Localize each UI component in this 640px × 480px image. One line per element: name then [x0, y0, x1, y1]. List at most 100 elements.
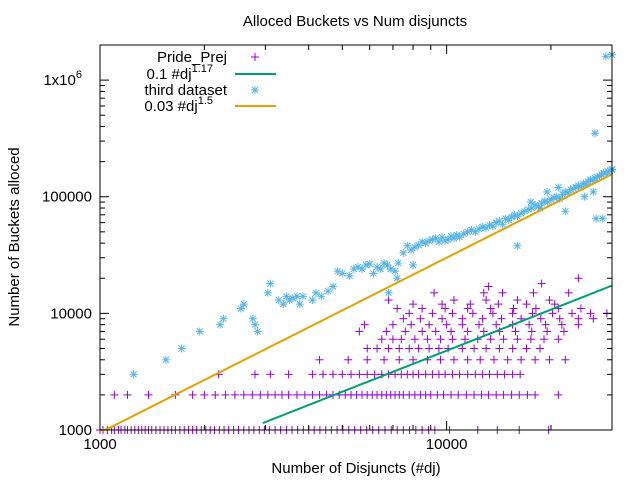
- data-point: [328, 370, 337, 379]
- data-point: [455, 370, 464, 379]
- data-point: [545, 296, 554, 305]
- data-point: [338, 370, 347, 379]
- data-point: [492, 390, 501, 399]
- y-axis-label: Number of Buckets alloced: [6, 147, 23, 326]
- data-point: [248, 314, 257, 323]
- data-point: [399, 314, 408, 323]
- data-point: [441, 304, 450, 313]
- data-point: [416, 314, 425, 323]
- data-point: [580, 192, 589, 201]
- data-point: [586, 309, 595, 318]
- data-point: [161, 355, 170, 364]
- data-point: [308, 296, 317, 305]
- data-point: [271, 390, 280, 399]
- data-point: [490, 355, 499, 364]
- data-point: [498, 220, 507, 229]
- data-point: [448, 370, 457, 379]
- x-tick-label: 1000: [83, 436, 116, 453]
- data-point: [455, 233, 464, 242]
- data-point: [468, 309, 477, 318]
- data-point: [425, 320, 434, 329]
- y-tick-label: 100000: [42, 189, 92, 206]
- data-point: [338, 269, 347, 278]
- data-point: [284, 370, 293, 379]
- data-point: [308, 390, 317, 399]
- series-pride-prej: [96, 274, 611, 434]
- series-0-1-dj: [262, 284, 613, 424]
- data-point: [188, 390, 197, 399]
- data-point: [394, 259, 403, 268]
- data-point: [550, 300, 559, 309]
- data-point: [522, 344, 531, 353]
- plot-border: [99, 44, 613, 431]
- legend-label-exponent: 1.17: [192, 63, 213, 75]
- data-point: [554, 335, 563, 344]
- data-point: [477, 390, 486, 399]
- legend-label: 0.1 #dj1.17: [147, 63, 213, 83]
- data-point: [129, 370, 138, 379]
- data-point: [211, 390, 220, 399]
- data-point: [449, 355, 458, 364]
- data-point: [401, 327, 410, 336]
- data-point: [488, 309, 497, 318]
- data-point: [447, 327, 456, 336]
- data-point: [441, 370, 450, 379]
- data-point: [508, 370, 517, 379]
- data-point: [470, 344, 479, 353]
- data-point: [239, 300, 248, 309]
- data-point: [144, 390, 153, 399]
- data-point: [531, 355, 540, 364]
- data-point: [498, 288, 507, 297]
- data-point: [463, 355, 472, 364]
- data-point: [466, 300, 475, 309]
- data-point: [598, 214, 607, 223]
- data-point: [493, 370, 502, 379]
- data-point: [508, 309, 517, 318]
- y-tick-label: 10000: [50, 305, 92, 322]
- data-point: [470, 390, 479, 399]
- data-point: [500, 370, 509, 379]
- data-point: [589, 187, 598, 196]
- data-point: [513, 241, 522, 250]
- data-point: [395, 344, 404, 353]
- data-point: [484, 282, 493, 291]
- data-point: [410, 335, 419, 344]
- data-point: [434, 237, 443, 246]
- data-point: [250, 320, 259, 329]
- data-point: [284, 390, 293, 399]
- data-point: [448, 335, 457, 344]
- data-point: [471, 370, 480, 379]
- tick-layer: 1000 10000 1000 10000 100000 1x106: [42, 44, 613, 453]
- data-point: [377, 335, 386, 344]
- data-point: [393, 304, 402, 313]
- data-point: [497, 314, 506, 323]
- data-point: [263, 288, 272, 297]
- data-point: [123, 390, 132, 399]
- data-point: [439, 390, 448, 399]
- data-point: [458, 344, 467, 353]
- data-point: [391, 267, 400, 276]
- data-point: [315, 390, 324, 399]
- data-point: [515, 390, 524, 399]
- data-point: [591, 129, 600, 138]
- data-point: [177, 344, 186, 353]
- data-point: [256, 390, 265, 399]
- data-point: [418, 304, 427, 313]
- data-point: [239, 390, 248, 399]
- data-point: [494, 300, 503, 309]
- data-point: [482, 296, 491, 305]
- data-point: [525, 320, 534, 329]
- data-point: [499, 390, 508, 399]
- data-point: [503, 355, 512, 364]
- data-point: [414, 370, 423, 379]
- data-point: [285, 296, 294, 305]
- data-point: [347, 370, 356, 379]
- data-point: [536, 314, 545, 323]
- data-point: [463, 370, 472, 379]
- data-point: [253, 327, 262, 336]
- data-point: [541, 320, 550, 329]
- data-point: [545, 355, 554, 364]
- data-point: [319, 370, 328, 379]
- data-point: [414, 344, 423, 353]
- data-point: [478, 314, 487, 323]
